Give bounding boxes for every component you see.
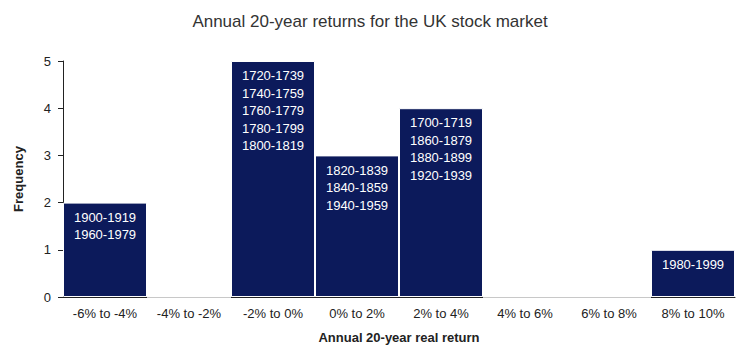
svg-text:Annual 20-year real return: Annual 20-year real return bbox=[318, 330, 479, 345]
svg-text:Frequency: Frequency bbox=[11, 145, 26, 212]
svg-text:1820-1839: 1820-1839 bbox=[326, 163, 388, 178]
svg-text:Annual 20-year returns for the: Annual 20-year returns for the UK stock … bbox=[192, 12, 548, 31]
svg-text:0: 0 bbox=[44, 290, 51, 305]
svg-text:1860-1879: 1860-1879 bbox=[410, 133, 472, 148]
svg-text:1: 1 bbox=[44, 242, 51, 257]
svg-text:-4% to -2%: -4% to -2% bbox=[157, 306, 222, 321]
svg-text:3: 3 bbox=[44, 148, 51, 163]
svg-text:-2% to 0%: -2% to 0% bbox=[243, 306, 303, 321]
svg-text:5: 5 bbox=[44, 54, 51, 69]
svg-text:1760-1779: 1760-1779 bbox=[242, 103, 304, 118]
svg-text:2: 2 bbox=[44, 195, 51, 210]
svg-text:2% to 4%: 2% to 4% bbox=[413, 306, 469, 321]
svg-text:1840-1859: 1840-1859 bbox=[326, 180, 388, 195]
svg-text:1780-1799: 1780-1799 bbox=[242, 121, 304, 136]
svg-text:1920-1939: 1920-1939 bbox=[410, 168, 472, 183]
svg-text:1880-1899: 1880-1899 bbox=[410, 150, 472, 165]
svg-text:4: 4 bbox=[44, 101, 51, 116]
svg-text:1740-1759: 1740-1759 bbox=[242, 86, 304, 101]
svg-text:1940-1959: 1940-1959 bbox=[326, 198, 388, 213]
svg-text:0% to 2%: 0% to 2% bbox=[329, 306, 385, 321]
svg-text:1960-1979: 1960-1979 bbox=[74, 227, 136, 242]
svg-text:1980-1999: 1980-1999 bbox=[662, 257, 724, 272]
svg-text:1800-1819: 1800-1819 bbox=[242, 138, 304, 153]
svg-text:6% to 8%: 6% to 8% bbox=[581, 306, 637, 321]
svg-text:1720-1739: 1720-1739 bbox=[242, 68, 304, 83]
svg-text:-6% to -4%: -6% to -4% bbox=[73, 306, 138, 321]
svg-text:1700-1719: 1700-1719 bbox=[410, 115, 472, 130]
svg-text:8% to 10%: 8% to 10% bbox=[662, 306, 725, 321]
svg-text:4% to 6%: 4% to 6% bbox=[497, 306, 553, 321]
svg-text:1900-1919: 1900-1919 bbox=[74, 210, 136, 225]
